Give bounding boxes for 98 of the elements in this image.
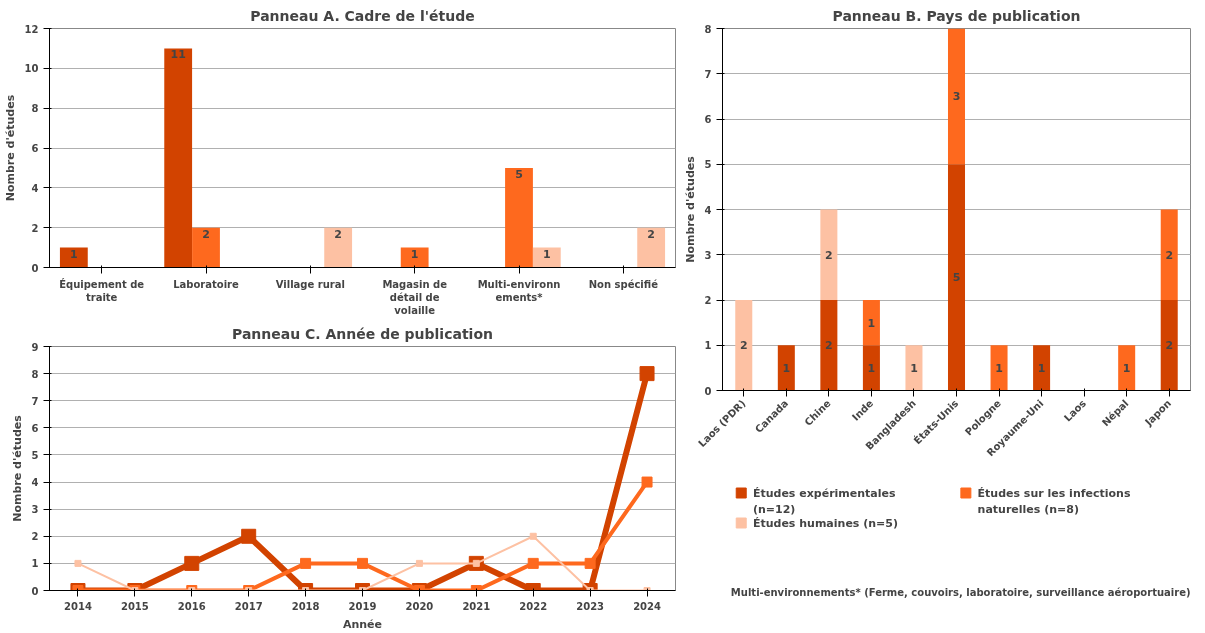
- y-tick-label: 2: [704, 295, 712, 306]
- x-tick-label: Laboratoire: [173, 278, 240, 290]
- data-label: 5: [952, 271, 961, 285]
- bar: [324, 227, 353, 268]
- bar: [990, 345, 1008, 391]
- chart-title: Panneau B. Pays de publication: [832, 7, 1081, 24]
- x-tick-label: 2015: [120, 600, 149, 612]
- text: Multi-environnements* (Ferme, couvoirs, laboratoire, surveillance aéroportuaire): [730, 587, 1191, 598]
- data-label: 1: [910, 361, 918, 375]
- y-tick-label: 2: [31, 531, 39, 543]
- x-tick-label: Village rural: [275, 278, 345, 290]
- bar: [862, 345, 880, 391]
- y-tick-label: 4: [704, 204, 712, 216]
- bar: [820, 300, 838, 391]
- data-label: 2: [739, 339, 748, 353]
- y-tick-label: 9: [31, 341, 39, 353]
- x-tick-label: 2023: [576, 600, 605, 612]
- x-tick-label: 2016: [177, 600, 206, 612]
- data-label: 2: [647, 227, 655, 241]
- y-tick-label: 7: [31, 395, 39, 407]
- x-tick-label: 2014: [64, 600, 92, 612]
- bar: [1160, 209, 1178, 300]
- x-axis-title: Année: [342, 617, 383, 631]
- data-label: 2: [1165, 339, 1174, 353]
- y-tick-label: 7: [704, 68, 712, 80]
- data-label: 2: [825, 339, 833, 353]
- bar: [947, 28, 966, 165]
- y-tick-label: 8: [31, 368, 39, 380]
- x-tick-label: Équipement de traite: [59, 277, 145, 303]
- data-label: 2: [334, 227, 342, 241]
- bar: [164, 48, 193, 268]
- bar: [637, 227, 666, 268]
- y-axis-title: Nombre d'études: [683, 155, 697, 263]
- legend-label: Études sur les infections naturelles (n=8): [977, 487, 1131, 516]
- data-label: 1: [543, 247, 551, 261]
- bar: [59, 247, 88, 268]
- data-label: 2: [202, 227, 210, 241]
- y-tick-label: 1: [704, 340, 712, 352]
- y-tick-label: 3: [704, 249, 712, 261]
- bar: [1160, 300, 1178, 391]
- y-tick-label: 6: [704, 114, 712, 125]
- y-tick-label: 0: [31, 262, 39, 274]
- y-tick-label: 8: [31, 103, 39, 115]
- data-label: 1: [867, 361, 876, 375]
- x-tick-label: Multi-environnements*: [477, 278, 561, 303]
- y-tick-label: 5: [704, 159, 712, 171]
- bar: [820, 209, 838, 300]
- x-tick-label: 2017: [234, 600, 263, 612]
- bar: [400, 247, 429, 268]
- y-tick-label: 2: [31, 222, 39, 234]
- y-tick-label: 1: [31, 558, 39, 570]
- x-tick-label: Magasin de détail de volaille: [382, 278, 448, 316]
- legend-label: Études expérimentales (n=12): [752, 487, 896, 516]
- data-label: 11: [170, 48, 186, 62]
- x-tick-label: 2021: [462, 600, 491, 612]
- bar: [777, 345, 795, 391]
- x-tick-label: 2018: [291, 600, 320, 612]
- data-label: 1: [1037, 361, 1046, 375]
- data-label: 1: [782, 361, 791, 375]
- legend-label: Études humaines (n=5): [752, 517, 898, 530]
- chart-title: Panneau C. Année de publication: [232, 325, 493, 342]
- y-tick-label: 4: [31, 182, 39, 194]
- data-label: 1: [995, 361, 1003, 375]
- y-tick-label: 0: [704, 385, 712, 397]
- data-label: 1: [1122, 361, 1131, 375]
- data-label: 5: [515, 167, 523, 181]
- data-label: 1: [70, 247, 78, 261]
- x-tick-label: 2022: [519, 600, 548, 612]
- x-tick-label: 2020: [405, 600, 434, 612]
- y-axis-title: Nombre d'études: [10, 414, 24, 522]
- bar: [1118, 345, 1136, 391]
- y-axis-title: Nombre d'études: [3, 94, 17, 202]
- bar: [1033, 345, 1051, 391]
- y-tick-label: 6: [31, 143, 39, 154]
- y-tick-label: 3: [31, 504, 39, 516]
- x-tick-label: 2024: [633, 600, 661, 612]
- bar: [505, 167, 533, 268]
- y-tick-label: 10: [24, 63, 39, 75]
- bar: [532, 247, 561, 268]
- y-tick-label: 8: [704, 23, 712, 35]
- bar: [905, 345, 923, 391]
- data-label: 1: [867, 316, 876, 330]
- chart-title: Panneau A. Cadre de l'étude: [250, 7, 475, 24]
- bar: [947, 164, 966, 391]
- bar: [192, 227, 220, 268]
- y-tick-label: 0: [31, 585, 39, 597]
- bar: [862, 300, 880, 346]
- data-label: 2: [1165, 248, 1174, 262]
- y-tick-label: 6: [31, 422, 39, 434]
- x-tick-label: Non spécifié: [588, 278, 659, 290]
- y-tick-label: 4: [31, 477, 39, 489]
- y-tick-label: 5: [31, 449, 39, 461]
- y-tick-label: 12: [24, 23, 39, 35]
- data-label: 3: [952, 90, 961, 104]
- data-label: 2: [825, 248, 833, 262]
- data-label: 1: [410, 247, 419, 261]
- x-tick-label: 2019: [348, 600, 377, 612]
- bar: [735, 300, 753, 391]
